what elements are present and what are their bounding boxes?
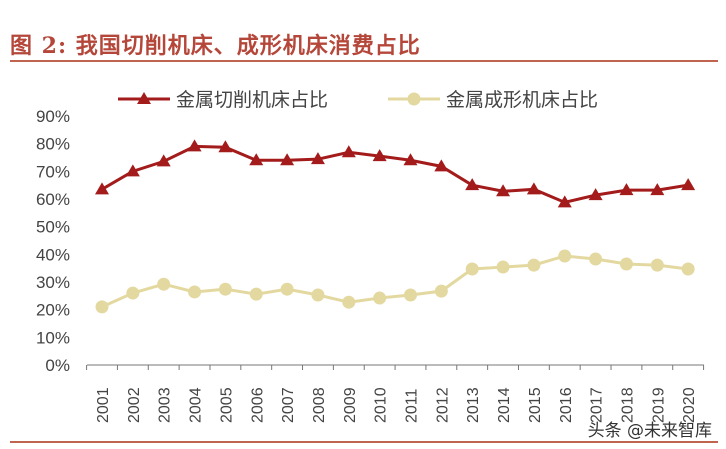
x-tick-label: 2003 <box>157 387 174 423</box>
data-point <box>558 249 572 263</box>
data-point <box>218 140 233 153</box>
x-tick-label: 2006 <box>249 387 266 423</box>
y-tick-label: 30% <box>36 273 70 292</box>
figure-title: 图 2: 我国切削机床、成形机床消费占比 <box>10 33 421 59</box>
x-tick-label: 2017 <box>589 387 606 423</box>
y-tick-label: 80% <box>36 135 70 154</box>
x-tick-label: 2016 <box>558 387 575 423</box>
x-tick-label: 2015 <box>527 387 544 423</box>
data-point <box>249 153 264 166</box>
x-tick-label: 2011 <box>404 388 421 423</box>
x-tick-label: 2018 <box>619 387 636 423</box>
data-point <box>341 145 356 158</box>
x-tick-label: 2019 <box>650 387 667 423</box>
data-point <box>156 154 171 167</box>
x-tick-label: 2005 <box>218 387 235 423</box>
y-tick-label: 10% <box>36 328 70 347</box>
data-point <box>434 284 448 298</box>
data-point <box>311 288 325 302</box>
legend-item: 金属切削机床占比 <box>118 89 328 111</box>
data-point <box>280 153 295 166</box>
legend-label: 金属成形机床占比 <box>446 89 598 111</box>
data-point <box>188 285 202 299</box>
data-point <box>465 262 479 276</box>
data-point <box>527 258 541 272</box>
data-point <box>157 277 171 291</box>
watermark: 头条 @未来智库 <box>587 421 712 441</box>
data-point <box>681 262 695 276</box>
x-tick-label: 2013 <box>465 387 482 423</box>
data-point <box>650 258 664 272</box>
data-point <box>404 288 417 302</box>
data-point <box>249 287 263 301</box>
x-tick-label: 2004 <box>188 387 205 423</box>
legend-marker <box>407 92 421 106</box>
series-line <box>101 254 689 309</box>
legend-label: 金属切削机床占比 <box>176 89 328 111</box>
legend-item: 金属成形机床占比 <box>388 89 598 111</box>
x-tick-label: 2020 <box>681 387 698 423</box>
x-tick-label: 2007 <box>280 387 297 423</box>
y-tick-label: 60% <box>36 190 70 209</box>
data-point <box>434 159 449 172</box>
data-point <box>496 184 511 197</box>
data-point <box>95 182 109 195</box>
x-tick-label: 2001 <box>95 387 112 423</box>
data-point <box>95 300 109 314</box>
series-2 <box>95 249 695 314</box>
data-point <box>557 195 572 208</box>
data-point <box>589 252 603 266</box>
data-point <box>310 152 325 165</box>
legend-marker <box>137 92 151 104</box>
x-tick-label: 2002 <box>126 387 143 423</box>
y-tick-label: 90% <box>36 107 70 126</box>
y-tick-label: 0% <box>45 356 70 375</box>
x-tick-label: 2010 <box>373 387 390 423</box>
data-point <box>619 183 634 196</box>
data-point <box>496 260 510 274</box>
data-point <box>372 149 387 162</box>
x-tick-label: 2009 <box>342 387 359 423</box>
data-point <box>681 178 696 191</box>
data-point <box>403 153 418 166</box>
x-tick-label: 2008 <box>311 387 328 423</box>
data-point <box>280 282 294 296</box>
data-point <box>373 291 387 305</box>
x-tick-label: 2014 <box>496 387 513 423</box>
y-tick-label: 70% <box>36 162 70 181</box>
data-point <box>526 182 541 195</box>
data-point <box>125 164 140 177</box>
title-rule <box>10 60 718 62</box>
bottom-rule <box>10 441 718 443</box>
data-point <box>619 257 633 271</box>
series-1 <box>95 139 696 208</box>
y-tick-label: 40% <box>36 245 70 264</box>
data-point <box>342 295 356 309</box>
data-point <box>650 183 665 196</box>
y-tick-label: 20% <box>36 301 70 320</box>
data-point <box>465 178 480 191</box>
data-point <box>126 286 140 300</box>
x-tick-label: 2012 <box>434 387 451 423</box>
series-line <box>101 144 689 204</box>
data-point <box>218 282 232 296</box>
data-point <box>588 188 603 201</box>
y-tick-label: 50% <box>36 218 70 237</box>
data-point <box>187 139 202 152</box>
